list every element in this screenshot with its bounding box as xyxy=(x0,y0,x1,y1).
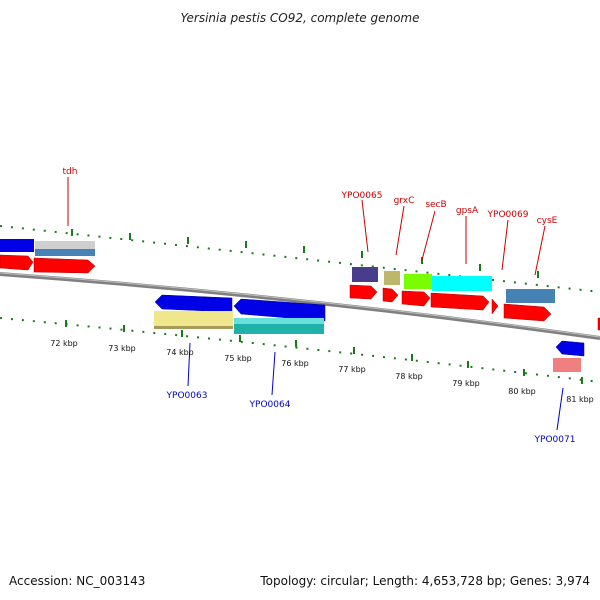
cog-block xyxy=(0,239,34,252)
gene-label-ypo0063: YPO0063 xyxy=(166,391,208,401)
cds-arrow xyxy=(33,257,96,274)
gene-label-gpsa: gpsA xyxy=(456,206,479,216)
scale-label: 73 kbp xyxy=(108,344,136,353)
cds-arrow xyxy=(491,298,499,315)
cds-arrow xyxy=(555,340,585,357)
map-title: Yersinia pestis CO92, complete genome xyxy=(181,11,420,25)
gene-label-secb: secB xyxy=(425,200,446,210)
forward-gene-labels: tdh YPO0065 grxC secB gpsA YPO0069 cysE xyxy=(63,167,558,276)
cds-arrow xyxy=(382,287,399,303)
scale-label: 78 kbp xyxy=(395,372,423,381)
cog-block xyxy=(506,289,555,303)
forward-cog-row xyxy=(0,239,555,303)
cog-block xyxy=(154,326,233,329)
scale-label: 77 kbp xyxy=(338,365,366,374)
gene-label-cyse: cysE xyxy=(537,216,558,226)
gene-label-ypo0065: YPO0065 xyxy=(341,191,383,201)
scale-label: 72 kbp xyxy=(50,339,78,348)
inner-tick-ring xyxy=(0,317,600,383)
scale-label: 79 kbp xyxy=(452,379,480,388)
cds-arrow xyxy=(401,290,431,307)
cog-block xyxy=(432,276,492,291)
gene-label-ypo0069: YPO0069 xyxy=(487,210,529,220)
cog-block xyxy=(154,311,233,327)
gene-label-ypo0071: YPO0071 xyxy=(534,435,576,445)
gene-label-grxc: grxC xyxy=(394,196,415,206)
cds-arrow xyxy=(154,294,233,313)
scale-label: 76 kbp xyxy=(281,359,309,368)
major-ticks xyxy=(65,320,583,384)
gene-label-tdh: tdh xyxy=(63,167,78,177)
scale-label: 81 kbp xyxy=(566,395,594,404)
cog-block xyxy=(384,271,400,285)
scale-label: 74 kbp xyxy=(166,348,194,357)
cds-arrow xyxy=(0,254,34,271)
reverse-gene-labels: YPO0063 YPO0064 YPO0071 xyxy=(166,342,576,445)
genome-summary-text: Topology: circular; Length: 4,653,728 bp… xyxy=(260,574,590,588)
scale-labels: 72 kbp 73 kbp 74 kbp 75 kbp 76 kbp 77 kb… xyxy=(50,339,594,404)
outer-major-ticks xyxy=(71,229,539,278)
reverse-cog-row xyxy=(154,311,581,372)
scale-label: 75 kbp xyxy=(224,354,252,363)
cog-block xyxy=(553,358,581,372)
cds-arrow xyxy=(233,298,326,322)
genome-backbone xyxy=(0,272,600,340)
cds-arrow xyxy=(430,292,490,311)
forward-cds-row xyxy=(0,254,600,331)
reverse-cds-row xyxy=(154,294,585,357)
cog-block xyxy=(35,241,95,249)
cog-block xyxy=(234,318,324,324)
accession-text: Accession: NC_003143 xyxy=(9,574,146,588)
cds-arrow xyxy=(503,303,552,322)
cds-arrow xyxy=(349,284,378,300)
gene-label-ypo0064: YPO0064 xyxy=(249,400,291,410)
cog-block xyxy=(35,249,95,256)
cog-block xyxy=(404,274,432,289)
scale-label: 80 kbp xyxy=(508,387,536,396)
cog-block xyxy=(352,267,378,282)
